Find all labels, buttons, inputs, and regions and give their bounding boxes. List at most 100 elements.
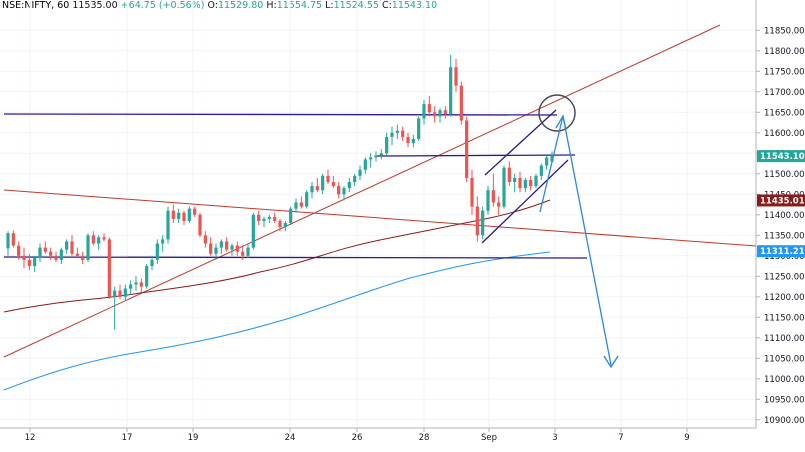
- support-line: [3, 256, 588, 259]
- candle-body: [417, 118, 421, 139]
- candle-body: [411, 138, 415, 144]
- candle-body: [107, 239, 111, 297]
- candle-body: [11, 233, 15, 246]
- candle-body: [374, 155, 378, 158]
- candle-body: [155, 243, 159, 260]
- candle-body: [363, 159, 367, 170]
- candle-body: [449, 67, 453, 115]
- x-tick-label: 7: [618, 433, 623, 443]
- candle-body: [518, 177, 522, 189]
- candle-body: [550, 156, 554, 162]
- candle-body: [497, 202, 501, 207]
- candle-body: [129, 284, 133, 289]
- target-circle: [538, 94, 576, 132]
- candle-body: [43, 247, 47, 252]
- candle-body: [113, 290, 117, 297]
- y-tick-label: 11100.00: [764, 334, 805, 344]
- candle-body: [486, 190, 490, 211]
- candle-body: [134, 282, 138, 285]
- candle-body: [187, 208, 191, 221]
- candle-body: [390, 132, 394, 137]
- y-tick-label: 11400.00: [764, 211, 805, 221]
- candle-body: [470, 177, 474, 207]
- high-value: 11554.75: [276, 0, 323, 11]
- price-tag-label: 11435.01: [760, 196, 805, 206]
- candle-body: [427, 104, 431, 113]
- candle-body: [310, 186, 314, 193]
- candle-body: [6, 233, 10, 249]
- trend-overlays: [3, 24, 757, 391]
- y-tick-label: 11850.00: [764, 26, 805, 36]
- candle-body: [17, 245, 21, 256]
- close-value: 11543.10: [391, 0, 438, 11]
- price-tag-label: 11311.21: [760, 247, 805, 257]
- candle-body: [353, 175, 357, 182]
- rising-trendline: [3, 24, 721, 358]
- y-tick-label: 11050.00: [764, 354, 805, 364]
- candle-body: [198, 214, 202, 236]
- candle-body: [283, 223, 287, 228]
- candle-body: [385, 136, 389, 154]
- candle-body: [75, 253, 79, 256]
- candle-body: [465, 120, 469, 178]
- pattern-overlays: [481, 94, 619, 369]
- channel-upper-line: [484, 109, 557, 176]
- grid: [0, 0, 756, 428]
- candle-body: [54, 255, 58, 260]
- candle-body: [278, 220, 282, 228]
- candle-body: [401, 130, 405, 137]
- arrow-head-down: [603, 355, 619, 369]
- candle-body: [539, 165, 543, 176]
- candle-body: [193, 208, 197, 215]
- candle-body: [251, 214, 255, 248]
- candle-body: [438, 110, 442, 117]
- candle-body: [22, 255, 26, 260]
- candle-body: [502, 167, 506, 207]
- current-level-line: [376, 154, 576, 157]
- candle-body: [299, 202, 303, 207]
- candle-body: [230, 245, 234, 250]
- price-axis[interactable]: 11850.00 11800.00 11750.00 11700.00 11650.00…: [755, 0, 805, 428]
- candle-body: [59, 249, 63, 260]
- y-tick-label: 11700.00: [764, 88, 805, 98]
- price-tag-bg: [757, 194, 805, 207]
- candle-body: [161, 239, 165, 244]
- candle-body: [49, 251, 53, 256]
- candle-body: [358, 169, 362, 176]
- candle-body: [102, 237, 106, 240]
- x-tick-label: 26: [352, 433, 363, 443]
- change-value: +64.75 (+0.56%): [120, 0, 205, 11]
- candle-body: [262, 218, 266, 221]
- symbol-label: NSE:NIFTY, 60: [2, 0, 70, 11]
- candle-body: [347, 182, 351, 189]
- candle-body: [65, 241, 69, 250]
- x-tick-label: 24: [285, 433, 296, 443]
- candle-body: [171, 210, 175, 219]
- resistance-line: [3, 113, 558, 116]
- arrow-head-up: [555, 114, 567, 131]
- time-axis[interactable]: 12 17 19 24 26 28 Sep 3 7 9: [0, 427, 756, 443]
- candle-body: [70, 241, 74, 254]
- candle-body: [38, 247, 42, 258]
- open-value: 11529.80: [217, 0, 264, 11]
- y-tick-label: 11500.00: [764, 170, 805, 180]
- candle-body: [214, 247, 218, 254]
- candle-body: [379, 153, 383, 156]
- y-tick-label: 11650.00: [764, 108, 805, 118]
- x-tick-label: 17: [122, 433, 133, 443]
- high-label: H:: [266, 0, 277, 11]
- candle-body: [422, 104, 426, 119]
- y-tick-label: 10950.00: [764, 395, 805, 405]
- chart-header: NSE:NIFTY, 60 11535.00 +64.75 (+0.56%) O…: [2, 0, 437, 11]
- candle-body: [443, 110, 447, 115]
- open-label: O:: [207, 0, 218, 11]
- candle-body: [406, 136, 410, 144]
- candle-body: [342, 188, 346, 195]
- candle-body: [203, 235, 207, 244]
- candle-body: [219, 241, 223, 248]
- candle-body: [97, 237, 101, 244]
- price-tag-bg: [757, 245, 805, 258]
- candle-body: [545, 157, 549, 166]
- candle-body: [395, 130, 399, 133]
